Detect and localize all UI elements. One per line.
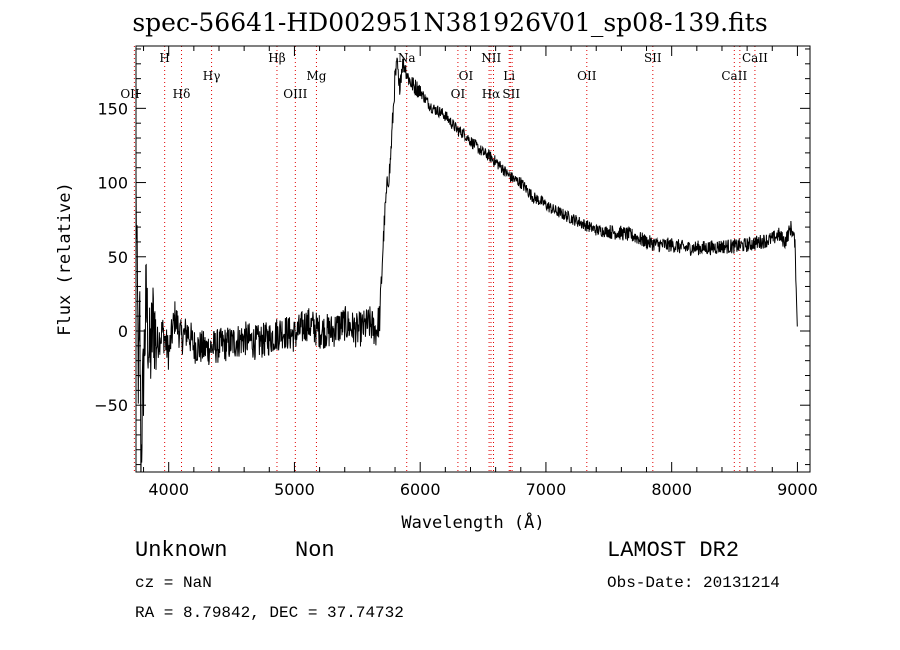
y-tick-label: −50 (94, 396, 128, 415)
spectral-line-label: OIII (283, 87, 307, 101)
plot-frame (135, 45, 811, 473)
spectral-line-label: SII (502, 87, 520, 101)
spectrum-line (136, 57, 798, 472)
spectral-line-label: Li (503, 69, 515, 83)
spectral-line-label: OII (120, 87, 140, 101)
spectral-line-label: NII (481, 51, 501, 65)
spectral-line-label: CaII (721, 69, 747, 83)
spectral-line-label: Na (398, 51, 416, 65)
spectral-line-label: Hγ (203, 69, 221, 83)
spectral-line-label: H (159, 51, 169, 65)
x-axis-label: Wavelength (Å) (401, 511, 544, 533)
spectral-line-label: Hα (482, 87, 501, 101)
y-tick-label: 100 (97, 174, 128, 193)
y-tick-label: 0 (118, 322, 128, 341)
ra-dec-coordinates: RA = 8.79842, DEC = 37.74732 (135, 604, 404, 622)
y-axis-label: Flux (relative) (55, 182, 75, 336)
x-tick-label: 6000 (400, 480, 441, 499)
redshift-cz: cz = NaN (135, 574, 212, 592)
spectral-line-label: Mg (306, 69, 326, 83)
x-tick-label: 7000 (526, 480, 567, 499)
x-tick-label: 4000 (148, 480, 189, 499)
spectral-line-label: OI (459, 69, 474, 83)
y-tick-label: 50 (108, 248, 128, 267)
x-tick-label: 5000 (274, 480, 315, 499)
y-tick-label: 150 (97, 99, 128, 118)
object-class: Unknown (135, 538, 228, 563)
survey-name: LAMOST DR2 (607, 538, 740, 563)
spectral-line-label: Hβ (268, 51, 285, 65)
object-subclass: Non (295, 538, 335, 563)
spectral-line-label: OII (577, 69, 597, 83)
x-tick-label: 8000 (651, 480, 692, 499)
spectral-line-label: Hδ (173, 87, 191, 101)
observation-date: Obs-Date: 20131214 (607, 574, 780, 592)
spectral-line-label: CaII (742, 51, 768, 65)
spectral-line-label: OI (451, 87, 466, 101)
x-tick-label: 9000 (777, 480, 818, 499)
chart-title: spec-56641-HD002951N381926V01_sp08-139.f… (132, 8, 768, 37)
spectral-line-label: SII (644, 51, 662, 65)
